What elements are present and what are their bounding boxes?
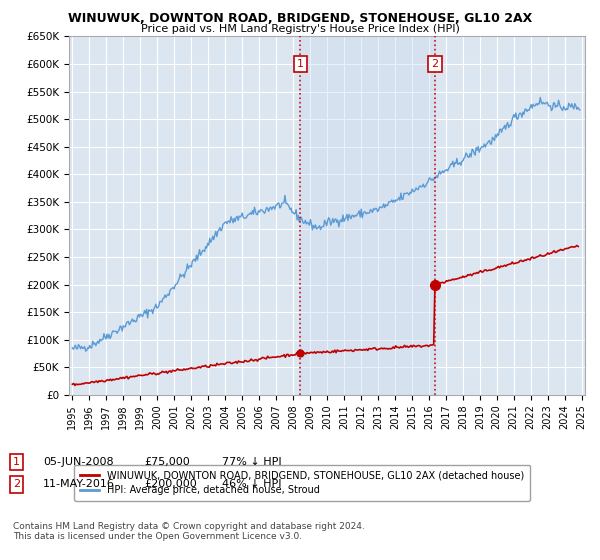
Bar <box>301 36 435 395</box>
Text: Contains HM Land Registry data © Crown copyright and database right 2024.
This d: Contains HM Land Registry data © Crown c… <box>13 522 365 542</box>
Text: 1: 1 <box>13 457 20 467</box>
Text: 77% ↓ HPI: 77% ↓ HPI <box>222 457 281 467</box>
Text: 2: 2 <box>431 59 439 69</box>
Legend: WINUWUK, DOWNTON ROAD, BRIDGEND, STONEHOUSE, GL10 2AX (detached house), HPI: Ave: WINUWUK, DOWNTON ROAD, BRIDGEND, STONEHO… <box>74 464 530 501</box>
Text: 46% ↓ HPI: 46% ↓ HPI <box>222 479 281 489</box>
Text: Price paid vs. HM Land Registry's House Price Index (HPI): Price paid vs. HM Land Registry's House … <box>140 24 460 34</box>
Text: 05-JUN-2008: 05-JUN-2008 <box>43 457 114 467</box>
Text: £200,000: £200,000 <box>144 479 197 489</box>
Text: 2: 2 <box>13 479 20 489</box>
Text: WINUWUK, DOWNTON ROAD, BRIDGEND, STONEHOUSE, GL10 2AX: WINUWUK, DOWNTON ROAD, BRIDGEND, STONEHO… <box>68 12 532 25</box>
Text: 11-MAY-2016: 11-MAY-2016 <box>43 479 115 489</box>
Text: 1: 1 <box>297 59 304 69</box>
Text: £75,000: £75,000 <box>144 457 190 467</box>
